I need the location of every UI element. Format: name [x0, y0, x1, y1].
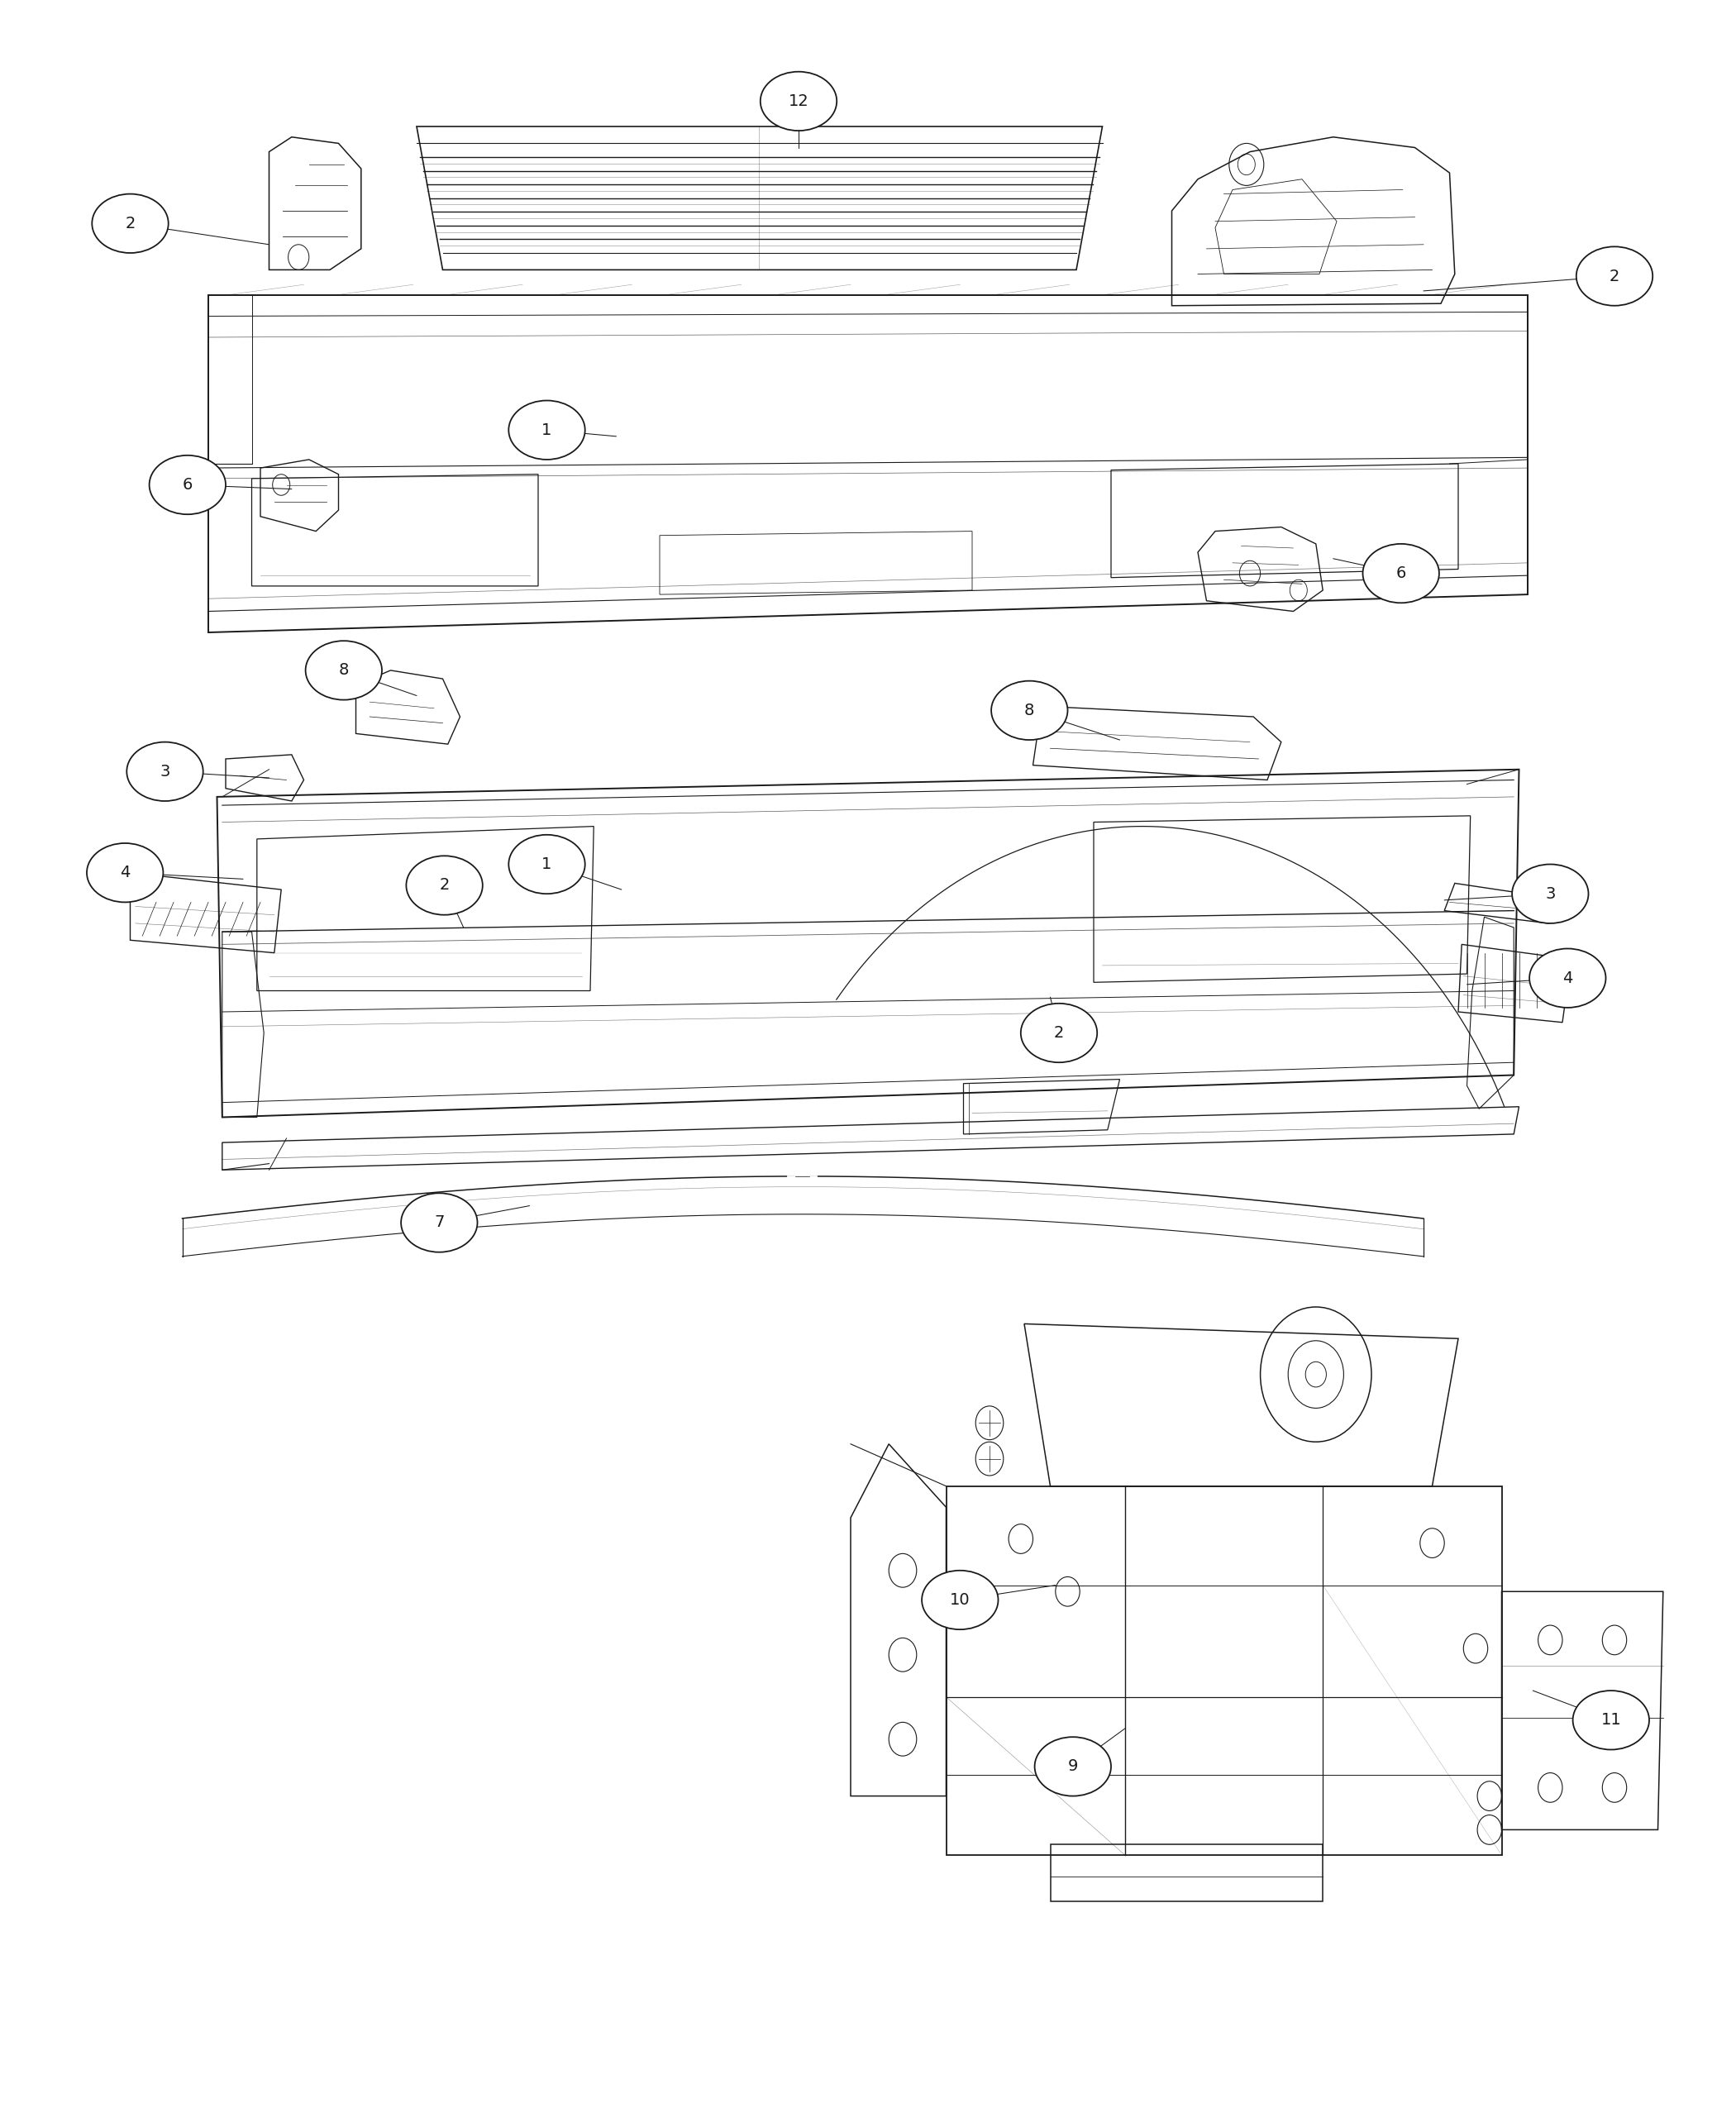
Text: 8: 8	[339, 662, 349, 679]
Ellipse shape	[306, 641, 382, 700]
Ellipse shape	[509, 835, 585, 894]
Ellipse shape	[1035, 1737, 1111, 1796]
Text: 7: 7	[434, 1214, 444, 1231]
Ellipse shape	[127, 742, 203, 801]
Text: 4: 4	[1562, 970, 1573, 987]
Text: 3: 3	[160, 763, 170, 780]
Text: 6: 6	[182, 476, 193, 493]
Ellipse shape	[991, 681, 1068, 740]
Text: 1: 1	[542, 856, 552, 873]
Ellipse shape	[1529, 949, 1606, 1008]
Ellipse shape	[1021, 1003, 1097, 1062]
Ellipse shape	[1363, 544, 1439, 603]
Text: 6: 6	[1396, 565, 1406, 582]
Ellipse shape	[922, 1570, 998, 1629]
Text: 2: 2	[439, 877, 450, 894]
Text: 2: 2	[1609, 268, 1620, 285]
Ellipse shape	[87, 843, 163, 902]
Text: 8: 8	[1024, 702, 1035, 719]
Ellipse shape	[1512, 864, 1588, 923]
Ellipse shape	[509, 401, 585, 460]
Text: 11: 11	[1601, 1712, 1621, 1729]
Text: 2: 2	[1054, 1024, 1064, 1041]
Text: 4: 4	[120, 864, 130, 881]
Ellipse shape	[1576, 247, 1653, 306]
Text: 1: 1	[542, 422, 552, 438]
Ellipse shape	[406, 856, 483, 915]
Text: 3: 3	[1545, 885, 1555, 902]
Ellipse shape	[1573, 1691, 1649, 1750]
Text: 2: 2	[125, 215, 135, 232]
Ellipse shape	[760, 72, 837, 131]
Text: 9: 9	[1068, 1758, 1078, 1775]
Ellipse shape	[401, 1193, 477, 1252]
Ellipse shape	[92, 194, 168, 253]
Ellipse shape	[149, 455, 226, 514]
Text: 10: 10	[950, 1592, 970, 1608]
Text: 12: 12	[788, 93, 809, 110]
